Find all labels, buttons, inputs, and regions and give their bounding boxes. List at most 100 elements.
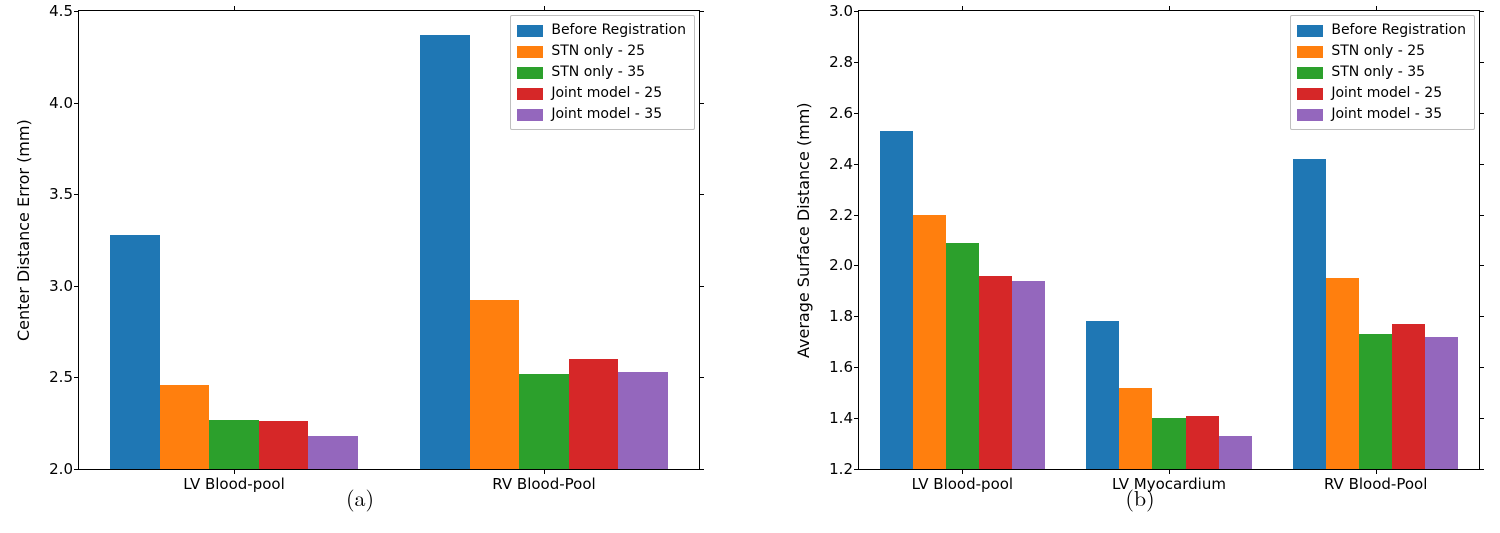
panel-gap (720, 0, 780, 533)
ytick-mark (1479, 11, 1484, 12)
bar (160, 385, 210, 469)
legend-row: Joint model - 25 (517, 83, 686, 104)
legend-swatch (517, 88, 543, 100)
ytick-label: 2.0 (829, 256, 853, 274)
ytick-mark (74, 11, 79, 12)
legend-label: STN only - 35 (1331, 62, 1425, 83)
panel-a-caption: (a) (0, 482, 720, 513)
legend-row: Before Registration (517, 20, 686, 41)
ytick-mark (854, 215, 859, 216)
ytick-label: 3.5 (49, 185, 73, 203)
legend-swatch (517, 25, 543, 37)
bar (519, 374, 569, 469)
legend-label: Joint model - 25 (1331, 83, 1442, 104)
ytick-mark (1479, 265, 1484, 266)
xtick-mark (962, 6, 963, 11)
ytick-label: 1.8 (829, 307, 853, 325)
ytick-mark (1479, 62, 1484, 63)
ytick-label: 1.6 (829, 358, 853, 376)
legend-row: Before Registration (1297, 20, 1466, 41)
bar (1392, 324, 1425, 469)
legend-swatch (517, 67, 543, 79)
legend-swatch (1297, 109, 1323, 121)
ytick-mark (1479, 164, 1484, 165)
legend-label: STN only - 25 (1331, 41, 1425, 62)
xtick-label: LV Myocardium (1112, 475, 1226, 493)
bar (1293, 159, 1326, 469)
legend-row: Joint model - 25 (1297, 83, 1466, 104)
xtick-label: RV Blood-Pool (1324, 475, 1427, 493)
legend-row: STN only - 25 (1297, 41, 1466, 62)
legend-label: Before Registration (551, 20, 686, 41)
ytick-mark (699, 469, 704, 470)
bar (1425, 337, 1458, 469)
panel-a-legend: Before Registration STN only - 25 STN on… (510, 15, 695, 130)
bar (110, 235, 160, 469)
bar (470, 300, 520, 469)
ytick-mark (854, 316, 859, 317)
xtick-mark (234, 6, 235, 11)
bar (1086, 321, 1119, 469)
ytick-label: 1.2 (829, 460, 853, 478)
ytick-mark (74, 194, 79, 195)
figure: Center Distance Error (mm) Before Regist… (0, 0, 1500, 533)
bar (979, 276, 1012, 469)
ytick-label: 2.2 (829, 206, 853, 224)
bar (1119, 388, 1152, 469)
panel-b-legend: Before Registration STN only - 25 STN on… (1290, 15, 1475, 130)
bar (618, 372, 668, 469)
ytick-label: 2.5 (49, 368, 73, 386)
xtick-mark (234, 469, 235, 474)
ytick-mark (854, 265, 859, 266)
legend-swatch (1297, 88, 1323, 100)
ytick-mark (1479, 316, 1484, 317)
xtick-mark (1376, 469, 1377, 474)
ytick-label: 2.6 (829, 104, 853, 122)
bar (1152, 418, 1185, 469)
bar (1359, 334, 1392, 469)
ytick-mark (1479, 113, 1484, 114)
ytick-mark (854, 469, 859, 470)
xtick-mark (544, 6, 545, 11)
ytick-mark (854, 113, 859, 114)
panel-b-ylabel: Average Surface Distance (mm) (794, 0, 813, 460)
ytick-label: 2.0 (49, 460, 73, 478)
legend-row: STN only - 25 (517, 41, 686, 62)
ytick-mark (74, 469, 79, 470)
xtick-mark (962, 469, 963, 474)
xtick-mark (1169, 469, 1170, 474)
ytick-label: 2.8 (829, 53, 853, 71)
ytick-mark (74, 103, 79, 104)
ytick-mark (854, 418, 859, 419)
xtick-mark (544, 469, 545, 474)
bar (259, 421, 309, 469)
legend-row: STN only - 35 (517, 62, 686, 83)
legend-label: STN only - 25 (551, 41, 645, 62)
panel-a-ylabel: Center Distance Error (mm) (14, 0, 33, 460)
ytick-mark (854, 11, 859, 12)
ytick-mark (699, 377, 704, 378)
bar (1219, 436, 1252, 469)
legend-label: Joint model - 25 (551, 83, 662, 104)
legend-row: Joint model - 35 (1297, 104, 1466, 125)
ytick-mark (1479, 367, 1484, 368)
legend-row: Joint model - 35 (517, 104, 686, 125)
panel-b-plot: Before Registration STN only - 25 STN on… (858, 10, 1480, 470)
panel-a: Center Distance Error (mm) Before Regist… (0, 0, 720, 533)
bar (913, 215, 946, 469)
legend-swatch (517, 109, 543, 121)
legend-swatch (517, 46, 543, 58)
legend-label: STN only - 35 (551, 62, 645, 83)
legend-swatch (1297, 67, 1323, 79)
ytick-label: 3.0 (829, 2, 853, 20)
ytick-label: 3.0 (49, 277, 73, 295)
ytick-label: 2.4 (829, 155, 853, 173)
legend-label: Joint model - 35 (1331, 104, 1442, 125)
ytick-mark (699, 103, 704, 104)
bar (569, 359, 619, 469)
ytick-mark (74, 286, 79, 287)
legend-row: STN only - 35 (1297, 62, 1466, 83)
xtick-mark (1169, 6, 1170, 11)
bar (420, 35, 470, 469)
xtick-mark (1376, 6, 1377, 11)
